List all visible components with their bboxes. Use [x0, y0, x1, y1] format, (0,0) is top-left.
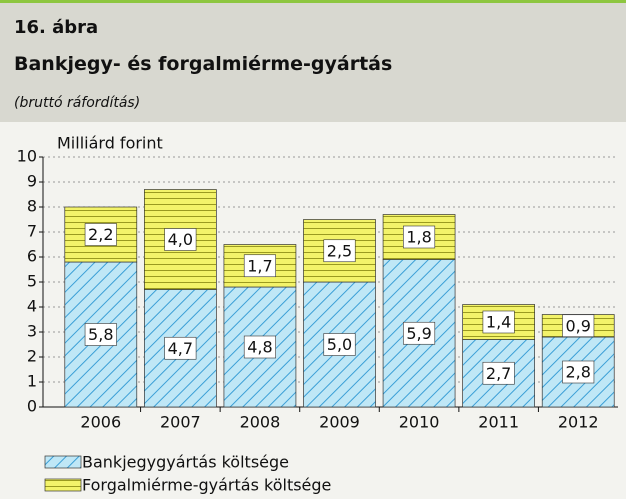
- chart-subtitle: (bruttó ráfordítás): [14, 95, 141, 111]
- data-label-box: [164, 336, 197, 360]
- data-label: 1,7: [247, 256, 272, 275]
- data-label-box: [323, 239, 356, 263]
- y-axis-label: Milliárd forint: [57, 134, 163, 153]
- x-tick-label: 2009: [319, 413, 360, 432]
- data-label-box: [243, 254, 276, 278]
- data-label: 2,8: [565, 363, 590, 382]
- data-label: 5,8: [88, 325, 113, 344]
- data-label: 4,7: [168, 339, 193, 358]
- data-label: 2,5: [327, 241, 352, 260]
- y-tick-label: 9: [27, 172, 37, 191]
- legend-swatch: [44, 455, 82, 469]
- data-label: 1,4: [486, 313, 511, 332]
- figure-number: 16. ábra: [14, 17, 99, 38]
- y-tick-label: 8: [27, 197, 37, 216]
- data-label-box: [323, 333, 356, 356]
- x-tick-label: 2008: [240, 413, 281, 432]
- legend-swatch: [44, 478, 82, 492]
- data-label: 2,2: [88, 225, 113, 244]
- y-tick-label: 2: [27, 347, 37, 366]
- data-label: 1,8: [406, 228, 431, 247]
- data-label: 5,0: [327, 335, 352, 354]
- data-label-box: [403, 225, 436, 249]
- x-tick-label: 2012: [558, 413, 599, 432]
- data-label: 2,7: [486, 364, 511, 383]
- data-label-box: [243, 335, 276, 359]
- x-tick-label: 2007: [160, 413, 201, 432]
- chart-title: Bankjegy- és forgalmiérme-gyártás: [14, 53, 393, 75]
- y-tick-label: 5: [27, 272, 37, 291]
- x-tick-label: 2011: [478, 413, 519, 432]
- data-label: 4,0: [168, 230, 193, 249]
- x-tick-label: 2010: [399, 413, 440, 432]
- data-label-box: [84, 323, 117, 346]
- x-tick-label: 2006: [80, 413, 121, 432]
- data-label-box: [482, 310, 515, 334]
- data-label-box: [482, 361, 515, 385]
- data-label-box: [164, 228, 197, 251]
- y-tick-label: 7: [27, 222, 37, 241]
- legend-label: Bankjegygyártás költsége: [82, 453, 289, 472]
- data-label-box: [403, 321, 436, 345]
- y-tick-label: 4: [27, 297, 37, 316]
- y-tick-label: 0: [27, 397, 37, 416]
- data-label: 5,9: [406, 324, 431, 343]
- y-tick-label: 6: [27, 247, 37, 266]
- y-tick-label: 10: [17, 147, 37, 166]
- data-label-box: [562, 360, 595, 384]
- data-label-box: [84, 223, 117, 246]
- y-tick-label: 3: [27, 322, 37, 341]
- y-tick-label: 1: [27, 372, 37, 391]
- data-label-box: [562, 314, 595, 338]
- data-label: 0,9: [565, 316, 590, 335]
- header: 16. ábra Bankjegy- és forgalmiérme-gyárt…: [0, 0, 626, 122]
- legend-label: Forgalmiérme-gyártás költsége: [82, 476, 331, 495]
- data-label: 4,8: [247, 338, 272, 357]
